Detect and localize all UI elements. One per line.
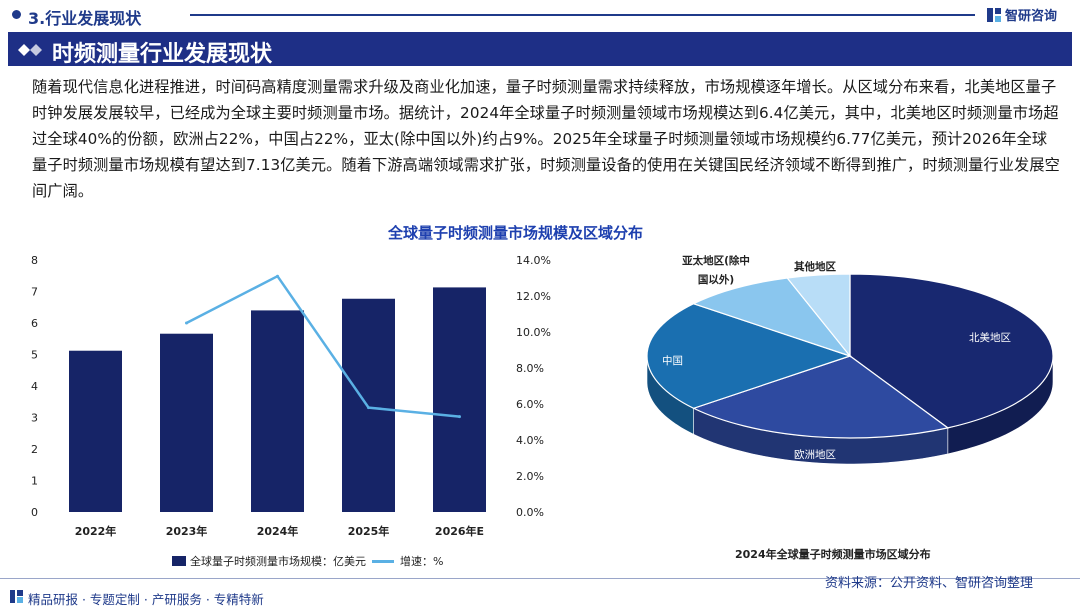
y-right-tick-label: 10.0% [516, 326, 551, 339]
pie-chart-caption: 2024年全球量子时频测量市场区域分布 [735, 548, 931, 561]
bar [160, 333, 213, 512]
x-tick-label: 2026年E [435, 524, 484, 538]
x-tick-label: 2022年 [75, 524, 117, 538]
legend-line-label: 增速：% [400, 555, 444, 568]
bar [342, 298, 395, 512]
y-right-tick-label: 12.0% [516, 290, 551, 303]
x-tick-label: 2025年 [348, 524, 390, 538]
y-right-tick-label: 2.0% [516, 470, 544, 483]
legend-bar-label: 全球量子时频测量市场规模：亿美元 [190, 555, 366, 568]
header-divider [190, 14, 975, 16]
brand-logo-icon [987, 8, 1001, 22]
pie-label: 其他地区 [794, 260, 836, 273]
brand-name: 智研咨询 [1005, 9, 1058, 24]
bullet-dot-icon [12, 10, 21, 19]
section-title: 3.行业发展现状 [28, 9, 142, 28]
bar [251, 310, 304, 512]
chart-title: 全球量子时频测量市场规模及区域分布 [388, 224, 644, 242]
growth-point [185, 321, 188, 325]
legend-bar-swatch [172, 556, 186, 566]
y-right-tick-label: 6.0% [516, 398, 544, 411]
bar-line-chart: 0 1 2 3 4 5 6 7 8 0.0% 2.0% 4.0% 6.0% 8.0% 10.0% 12.0% 1… [31, 254, 551, 538]
bar [69, 350, 122, 512]
pie-slice [849, 273, 1054, 429]
growth-point [458, 415, 461, 419]
y-left-tick-label: 1 [31, 475, 38, 488]
y-left-tick-label: 8 [31, 254, 38, 267]
pie-slice [692, 277, 852, 358]
source-note: 资料来源：公开资料、智研咨询整理 [825, 576, 1034, 591]
growth-line [185, 274, 460, 418]
pie-label: 国以外) [698, 273, 734, 286]
body-paragraph: 随着现代信息化进程推进，时间码高精度测量需求升级及商业化加速，量子时频测量需求持… [32, 78, 1060, 200]
x-tick-label: 2023年 [166, 524, 208, 538]
brand-mark-icon [10, 590, 23, 603]
y-right-tick-label: 8.0% [516, 362, 544, 375]
page-title: 时频测量行业发展现状 [52, 42, 273, 67]
pie-label: 欧洲地区 [794, 448, 836, 461]
y-left-tick-label: 6 [31, 317, 38, 330]
y-left-tick-label: 2 [31, 443, 38, 456]
footer-divider [0, 578, 1080, 579]
pie-slice [646, 303, 852, 409]
growth-point [276, 274, 279, 278]
growth-point [367, 406, 370, 410]
pie-slice [786, 273, 851, 358]
diamond-icon [18, 44, 42, 56]
title-banner: 时频测量行业发展现状 [8, 32, 1072, 67]
y-right-tick-label: 14.0% [516, 254, 551, 267]
pie-label: 北美地区 [969, 331, 1011, 344]
legend-line-swatch [372, 560, 394, 563]
y-left-tick-label: 4 [31, 380, 38, 393]
pie-slice [692, 355, 950, 439]
pie-label: 亚太地区(除中 [682, 254, 750, 267]
y-right-tick-label: 0.0% [516, 506, 544, 519]
bar [433, 287, 486, 512]
y-left-tick-label: 7 [31, 286, 38, 299]
y-right-tick-label: 4.0% [516, 434, 544, 447]
brand-logo: 智研咨询 [986, 5, 1057, 24]
y-left-tick-label: 0 [31, 506, 38, 519]
y-left-tick-label: 3 [31, 412, 38, 425]
y-left-tick-label: 5 [31, 349, 38, 362]
pie-label: 中国 [662, 354, 683, 367]
x-tick-label: 2024年 [257, 524, 299, 538]
footer-tagline: 精品研报 · 专题定制 · 产研服务 · 专精特新 [28, 592, 264, 606]
top-bar: 3.行业发展现状 智研咨询 [0, 0, 1080, 30]
